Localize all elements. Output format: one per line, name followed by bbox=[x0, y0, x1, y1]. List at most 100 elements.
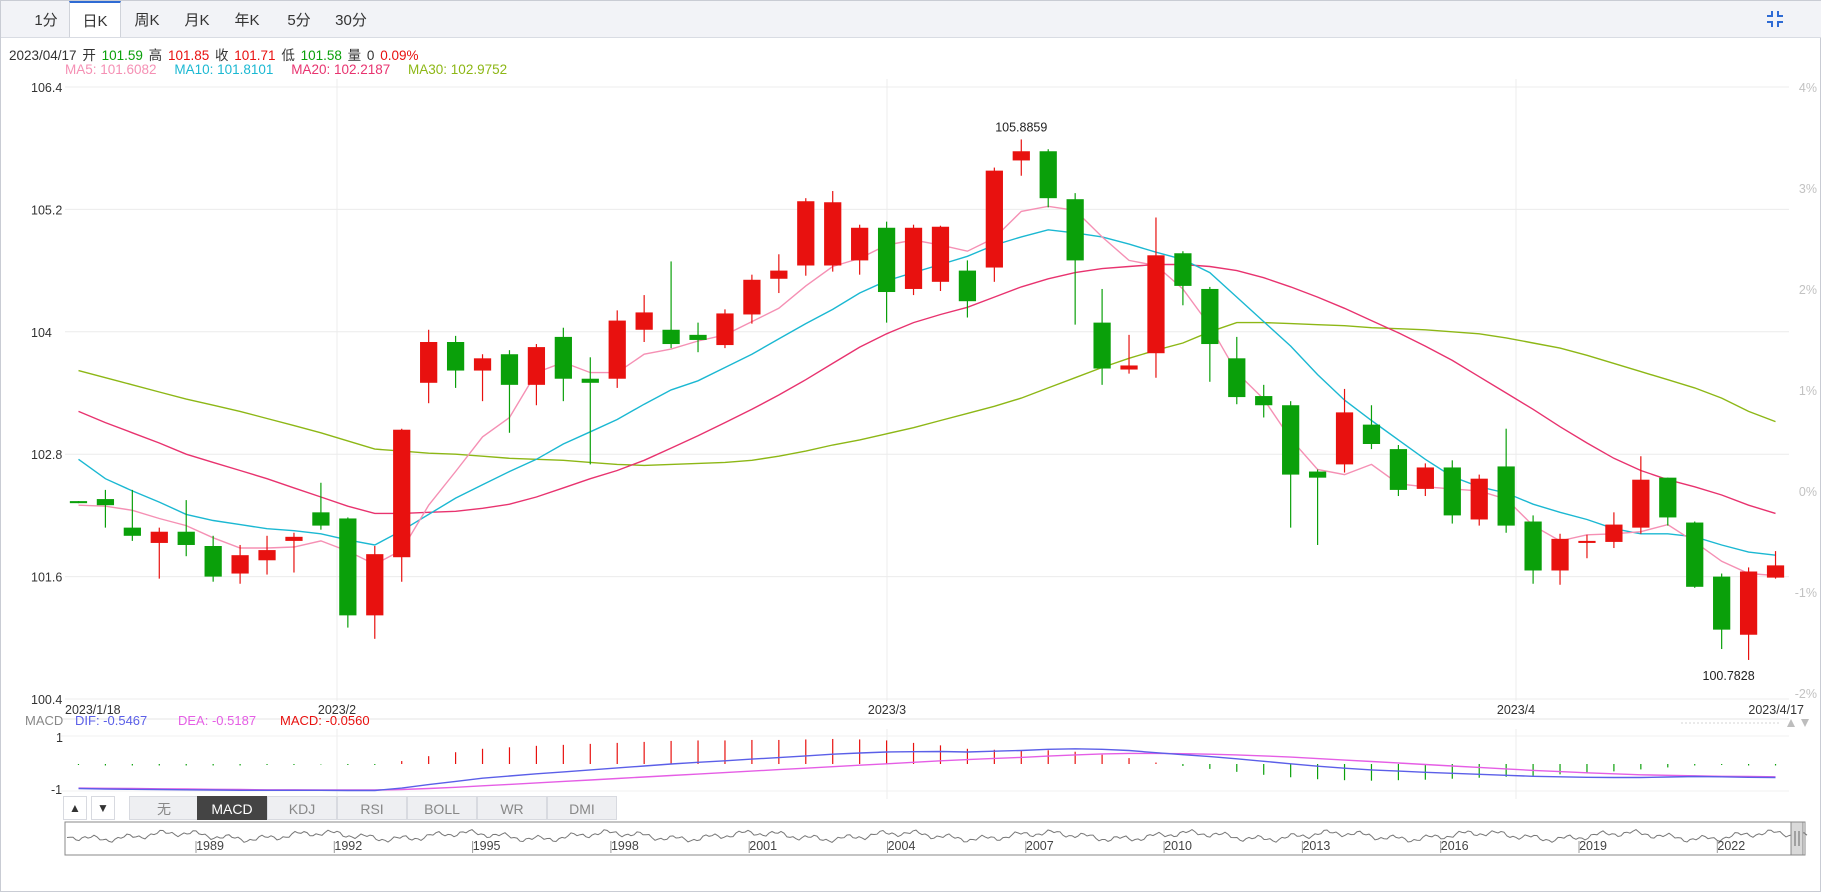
navigator-handle bbox=[1790, 821, 1804, 856]
candle-up bbox=[231, 544, 249, 584]
candle-up bbox=[285, 532, 303, 573]
navigator-year-label: 2001 bbox=[749, 839, 777, 853]
candle-body bbox=[420, 342, 438, 383]
candle-body bbox=[1147, 255, 1165, 354]
candle-body bbox=[1201, 288, 1219, 345]
tab-yearly[interactable]: 年K bbox=[234, 12, 260, 29]
candle-down bbox=[177, 500, 195, 557]
extreme-labels: 105.8859 100.7828 bbox=[995, 120, 1754, 683]
candle-body bbox=[1362, 424, 1381, 444]
ma5-line bbox=[78, 205, 1776, 577]
navigator-frame bbox=[64, 821, 1806, 856]
percent-tick-label: 4% bbox=[1799, 81, 1817, 95]
candle-up bbox=[904, 224, 923, 296]
candle-body bbox=[1255, 396, 1273, 406]
indicator-kdj[interactable]: KDJ bbox=[267, 796, 337, 820]
date-tick-label: 2023/3 bbox=[868, 703, 906, 717]
candle-body bbox=[96, 499, 115, 506]
candle-down bbox=[1066, 193, 1084, 325]
candle-up bbox=[1632, 456, 1650, 534]
indicator-macd[interactable]: MACD bbox=[197, 796, 267, 820]
macd-ytick-bottom: -1 bbox=[51, 783, 62, 797]
candle-body bbox=[1012, 151, 1030, 161]
candle-up bbox=[1012, 139, 1030, 176]
tab-1min[interactable]: 1分 bbox=[34, 12, 58, 29]
candle-up bbox=[770, 254, 788, 294]
indicator-rsi[interactable]: RSI bbox=[337, 796, 407, 820]
ohlc-info-line: 2023/04/17 开 101.59 高 101.85 收 101.71 低 … bbox=[9, 44, 420, 64]
candle-down bbox=[204, 535, 222, 582]
max-price-label: 105.8859 bbox=[995, 120, 1047, 134]
tab-30min[interactable]: 30分 bbox=[335, 12, 367, 29]
candle-down bbox=[1228, 336, 1246, 405]
price-tick-label: 100.4 bbox=[31, 693, 62, 707]
collapse-icon[interactable] bbox=[1766, 10, 1784, 28]
info-high-label: 高 bbox=[148, 48, 163, 63]
candle-down bbox=[1282, 401, 1300, 528]
candle-body bbox=[1605, 524, 1623, 542]
candle-body bbox=[635, 312, 653, 330]
percent-axis-labels: 4% 3% 2% 1% 0% -1% -2% bbox=[1795, 81, 1817, 701]
info-low: 101.58 bbox=[300, 48, 342, 63]
candle-up bbox=[716, 309, 734, 349]
tab-weekly[interactable]: 周K bbox=[134, 12, 160, 29]
candle-up bbox=[1766, 551, 1785, 579]
info-low-label: 低 bbox=[281, 48, 295, 63]
tab-5min[interactable]: 5分 bbox=[287, 12, 311, 29]
candle-up bbox=[1120, 334, 1138, 374]
candle-body bbox=[716, 313, 734, 346]
info-change: 0.09% bbox=[380, 48, 419, 63]
candle-down bbox=[339, 517, 357, 628]
info-close: 101.71 bbox=[234, 48, 276, 63]
ma30-label: MA30: 102.9752 bbox=[408, 62, 508, 77]
candle-body bbox=[581, 378, 599, 383]
candle-down bbox=[554, 327, 572, 402]
navigator-series-line bbox=[66, 829, 1808, 843]
candle-body bbox=[231, 555, 249, 574]
candle-down bbox=[1389, 445, 1408, 497]
candle-body bbox=[1308, 471, 1327, 478]
indicator-up-button[interactable]: ▲ bbox=[63, 796, 87, 820]
candle-down bbox=[1255, 384, 1273, 418]
candle-up bbox=[1470, 474, 1488, 526]
date-tick-label: 2023/4 bbox=[1497, 703, 1535, 717]
candle-body bbox=[931, 226, 950, 282]
candle-down bbox=[1308, 469, 1327, 545]
candle-down bbox=[662, 261, 680, 349]
tab-daily[interactable]: 日K bbox=[69, 1, 121, 37]
candle-body bbox=[1228, 358, 1246, 398]
candle-down bbox=[1174, 251, 1192, 306]
percent-tick-label: 0% bbox=[1799, 485, 1817, 499]
candle-up bbox=[473, 354, 492, 402]
candle-body bbox=[1766, 565, 1785, 578]
navigator-year-label: 2010 bbox=[1164, 839, 1192, 853]
candle-body bbox=[1551, 538, 1569, 571]
candle-body bbox=[1739, 571, 1758, 635]
ma-legend: MA5: 101.6082 MA10: 101.8101 MA20: 102.2… bbox=[65, 62, 521, 77]
candle-up bbox=[743, 274, 761, 324]
candles bbox=[69, 139, 1785, 660]
ma-lines bbox=[78, 205, 1776, 577]
indicator-wr[interactable]: WR bbox=[477, 796, 547, 820]
date-tick-label: 2023/2 bbox=[318, 703, 356, 717]
indicator-none[interactable]: 无 bbox=[129, 796, 199, 820]
candle-body bbox=[1282, 405, 1300, 475]
tab-monthly[interactable]: 月K bbox=[184, 12, 210, 29]
macd-dif-label: DIF: -0.5467 bbox=[75, 713, 147, 728]
indicator-down-button[interactable]: ▼ bbox=[91, 796, 115, 820]
date-axis-labels: 2023/1/18 2023/2 2023/3 2023/4 2023/4/17 bbox=[65, 703, 1804, 717]
candle-body bbox=[123, 527, 141, 536]
candle-up bbox=[797, 198, 815, 276]
candle-body bbox=[851, 227, 869, 261]
macd-ytick-top: 1 bbox=[56, 731, 63, 745]
price-axis-labels: 106.4 105.2 104 102.8 101.6 100.4 bbox=[31, 81, 62, 707]
candle-up bbox=[1416, 463, 1434, 497]
dif-line bbox=[78, 748, 1776, 792]
candle-body bbox=[689, 334, 707, 340]
candle-body bbox=[339, 518, 357, 616]
indicator-boll[interactable]: BOLL bbox=[407, 796, 477, 820]
info-close-label: 收 bbox=[215, 48, 229, 63]
candle-down bbox=[1201, 286, 1219, 382]
indicator-dmi[interactable]: DMI bbox=[547, 796, 617, 820]
